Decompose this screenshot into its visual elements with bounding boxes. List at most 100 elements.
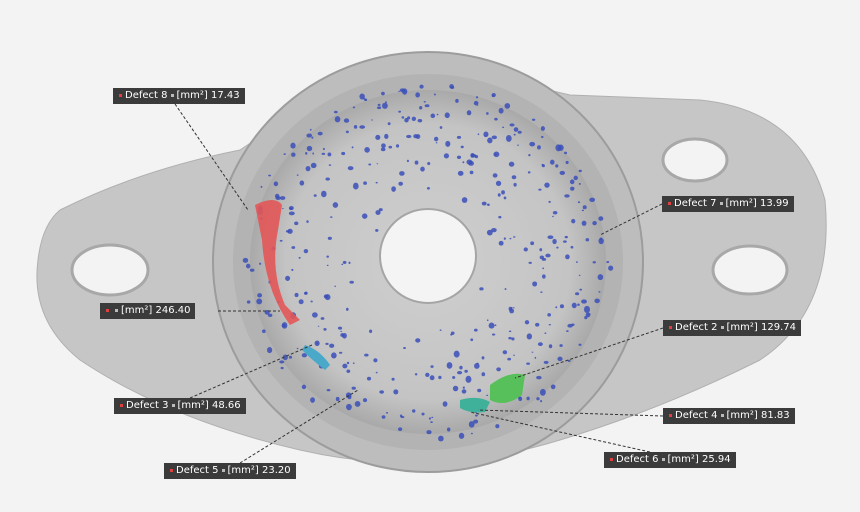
- speck: [381, 415, 386, 419]
- speck: [414, 373, 418, 376]
- speck: [542, 274, 546, 279]
- speck: [406, 159, 410, 163]
- speck: [351, 386, 356, 390]
- speck: [539, 248, 543, 252]
- speck: [424, 104, 430, 108]
- speck: [352, 362, 355, 364]
- defect-region: [255, 200, 300, 325]
- side-hole: [70, 243, 150, 297]
- speck: [285, 230, 290, 233]
- speck: [581, 209, 585, 212]
- speck: [491, 135, 497, 140]
- speck: [403, 346, 406, 349]
- speck: [426, 430, 432, 435]
- speck: [537, 145, 541, 150]
- speck: [283, 153, 286, 155]
- speck: [462, 386, 465, 389]
- speck: [544, 332, 547, 334]
- speck: [555, 144, 562, 152]
- speck: [527, 171, 531, 174]
- speck: [502, 126, 505, 129]
- speck: [362, 398, 368, 403]
- speck: [346, 403, 352, 411]
- defect-region: [460, 397, 490, 413]
- speck: [541, 135, 544, 139]
- marker: [669, 413, 672, 417]
- speck: [539, 255, 545, 260]
- speck: [526, 333, 533, 340]
- speck: [570, 186, 575, 191]
- speck: [399, 414, 403, 418]
- speck: [298, 256, 301, 259]
- speck: [526, 396, 530, 401]
- defect-name: Defect 5: [176, 465, 219, 476]
- speck: [298, 299, 304, 305]
- speck: [341, 263, 344, 266]
- speck: [299, 180, 305, 186]
- speck: [343, 118, 350, 123]
- speck: [457, 371, 463, 375]
- speck: [473, 100, 479, 106]
- speck: [513, 236, 516, 238]
- leaders: [174, 103, 664, 464]
- speck: [314, 340, 320, 347]
- side-hole: [711, 244, 789, 296]
- speck: [475, 96, 479, 99]
- defect-label: Defect 4 [mm²] 81.83: [663, 408, 795, 424]
- defect-label: Defect 3 [mm²] 48.66: [114, 398, 246, 414]
- speck: [594, 298, 600, 304]
- speck: [578, 169, 582, 173]
- speck: [342, 260, 347, 265]
- speck: [385, 101, 387, 104]
- speck: [481, 201, 487, 206]
- speck: [576, 261, 578, 263]
- leader-line: [469, 411, 651, 453]
- separator: [221, 468, 225, 472]
- speck: [513, 354, 515, 356]
- speck: [323, 327, 327, 331]
- speck: [361, 213, 368, 219]
- speck: [282, 207, 284, 210]
- side-hole: [661, 137, 729, 183]
- speck: [268, 174, 272, 177]
- speck: [504, 103, 511, 109]
- speck: [366, 376, 372, 381]
- speck: [498, 107, 504, 114]
- speck: [267, 313, 273, 317]
- speck: [327, 236, 332, 240]
- speck: [479, 287, 484, 291]
- speck: [345, 307, 349, 311]
- speck: [288, 355, 293, 359]
- speck: [303, 291, 308, 295]
- speck: [486, 112, 489, 115]
- speck: [391, 377, 395, 381]
- separator: [720, 413, 724, 417]
- speck: [391, 186, 396, 192]
- speck: [384, 133, 389, 139]
- speck: [242, 257, 249, 263]
- speck: [246, 300, 251, 304]
- speck: [543, 360, 549, 365]
- speck: [326, 264, 329, 267]
- speck: [325, 177, 330, 181]
- speck: [325, 342, 329, 345]
- speck: [324, 294, 331, 301]
- speck: [509, 123, 515, 127]
- speck: [446, 362, 453, 369]
- speck: [326, 255, 329, 258]
- speck: [539, 388, 546, 396]
- speck: [456, 135, 462, 139]
- speck: [474, 363, 480, 369]
- defect-label: [mm²] 246.40: [100, 303, 196, 319]
- speck: [598, 291, 601, 293]
- speck: [492, 173, 498, 178]
- marker: [106, 308, 109, 312]
- speck: [512, 307, 515, 309]
- marker: [120, 403, 123, 407]
- speck: [420, 166, 425, 172]
- speck: [571, 218, 576, 224]
- speck: [449, 84, 454, 89]
- speck: [337, 326, 343, 330]
- speck: [375, 371, 378, 374]
- speck: [469, 170, 474, 175]
